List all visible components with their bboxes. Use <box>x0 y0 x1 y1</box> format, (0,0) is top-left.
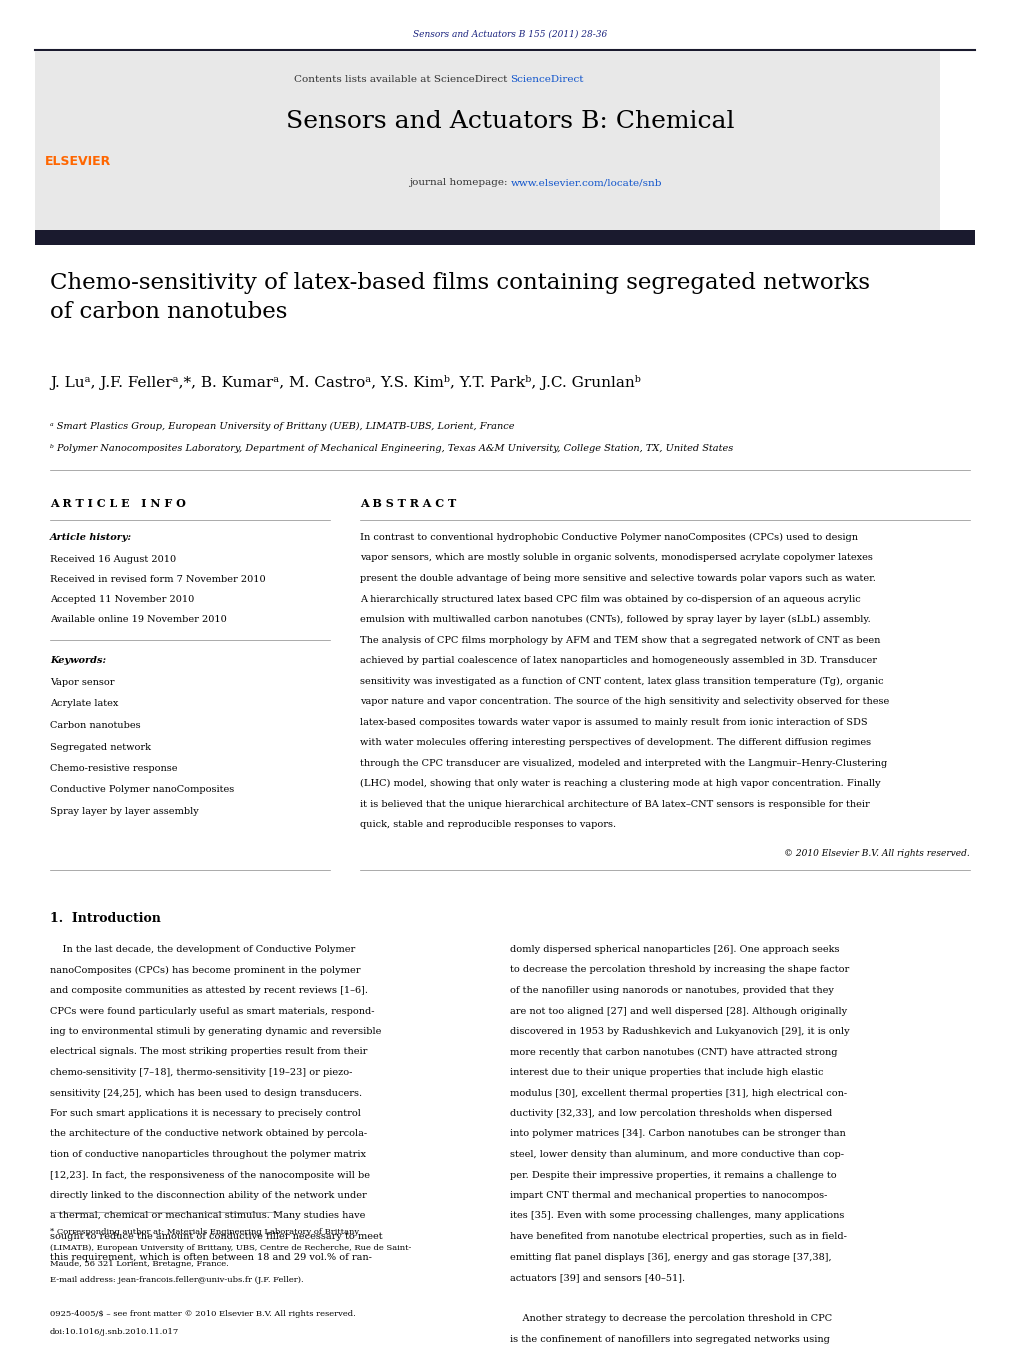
Text: ELSEVIER: ELSEVIER <box>45 155 111 168</box>
Text: ᵇ Polymer Nanocomposites Laboratory, Department of Mechanical Engineering, Texas: ᵇ Polymer Nanocomposites Laboratory, Dep… <box>50 444 733 453</box>
Text: Sensors and Actuators B 155 (2011) 28-36: Sensors and Actuators B 155 (2011) 28-36 <box>414 30 607 39</box>
Text: quick, stable and reproducible responses to vapors.: quick, stable and reproducible responses… <box>360 820 616 830</box>
Text: In the last decade, the development of Conductive Polymer: In the last decade, the development of C… <box>50 944 355 954</box>
Text: vapor sensors, which are mostly soluble in organic solvents, monodispersed acryl: vapor sensors, which are mostly soluble … <box>360 554 873 562</box>
Text: domly dispersed spherical nanoparticles [26]. One approach seeks: domly dispersed spherical nanoparticles … <box>510 944 839 954</box>
Text: [12,23]. In fact, the responsiveness of the nanocomposite will be: [12,23]. In fact, the responsiveness of … <box>50 1170 370 1179</box>
Text: electrical signals. The most striking properties result from their: electrical signals. The most striking pr… <box>50 1047 368 1056</box>
Text: and composite communities as attested by recent reviews [1–6].: and composite communities as attested by… <box>50 986 368 994</box>
Text: into polymer matrices [34]. Carbon nanotubes can be stronger than: into polymer matrices [34]. Carbon nanot… <box>510 1129 845 1139</box>
Text: a thermal, chemical or mechanical stimulus. Many studies have: a thermal, chemical or mechanical stimul… <box>50 1212 366 1220</box>
Text: www.elsevier.com/locate/snb: www.elsevier.com/locate/snb <box>510 178 662 186</box>
Text: have benefited from nanotube electrical properties, such as in field-: have benefited from nanotube electrical … <box>510 1232 846 1242</box>
Text: Keywords:: Keywords: <box>50 657 106 665</box>
Text: doi:10.1016/j.snb.2010.11.017: doi:10.1016/j.snb.2010.11.017 <box>50 1328 180 1336</box>
Text: vapor nature and vapor concentration. The source of the high sensitivity and sel: vapor nature and vapor concentration. Th… <box>360 697 889 707</box>
Text: In contrast to conventional hydrophobic Conductive Polymer nanoComposites (CPCs): In contrast to conventional hydrophobic … <box>360 534 858 542</box>
Text: through the CPC transducer are visualized, modeled and interpreted with the Lang: through the CPC transducer are visualize… <box>360 758 887 767</box>
Text: Accepted 11 November 2010: Accepted 11 November 2010 <box>50 594 194 604</box>
Text: ductivity [32,33], and low percolation thresholds when dispersed: ductivity [32,33], and low percolation t… <box>510 1109 832 1119</box>
Text: Available online 19 November 2010: Available online 19 November 2010 <box>50 615 227 624</box>
Text: A hierarchically structured latex based CPC film was obtained by co-dispersion o: A hierarchically structured latex based … <box>360 594 861 604</box>
Text: latex-based composites towards water vapor is assumed to mainly result from ioni: latex-based composites towards water vap… <box>360 717 868 727</box>
Text: Sensors and Actuators B: Chemical: Sensors and Actuators B: Chemical <box>286 109 735 132</box>
Text: J. Luᵃ, J.F. Fellerᵃ,*, B. Kumarᵃ, M. Castroᵃ, Y.S. Kimᵇ, Y.T. Parkᵇ, J.C. Grunl: J. Luᵃ, J.F. Fellerᵃ,*, B. Kumarᵃ, M. Ca… <box>50 376 641 390</box>
Text: Received in revised form 7 November 2010: Received in revised form 7 November 2010 <box>50 576 265 584</box>
Text: Chemo-sensitivity of latex-based films containing segregated networks
of carbon : Chemo-sensitivity of latex-based films c… <box>50 272 870 323</box>
Text: E-mail address: jean-francois.feller@univ-ubs.fr (J.F. Feller).: E-mail address: jean-francois.feller@uni… <box>50 1275 303 1283</box>
Text: journal homepage:: journal homepage: <box>408 178 510 186</box>
Text: emitting flat panel displays [36], energy and gas storage [37,38],: emitting flat panel displays [36], energ… <box>510 1252 832 1262</box>
Text: CPCs were found particularly useful as smart materials, respond-: CPCs were found particularly useful as s… <box>50 1006 375 1016</box>
Text: per. Despite their impressive properties, it remains a challenge to: per. Despite their impressive properties… <box>510 1170 836 1179</box>
Text: sought to reduce the amount of conductive filler necessary to meet: sought to reduce the amount of conductiv… <box>50 1232 383 1242</box>
Text: this requirement, which is often between 18 and 29 vol.% of ran-: this requirement, which is often between… <box>50 1252 372 1262</box>
Text: ites [35]. Even with some processing challenges, many applications: ites [35]. Even with some processing cha… <box>510 1212 844 1220</box>
Text: * Corresponding author at: Materials Engineering Laboratory of Brittany: * Corresponding author at: Materials Eng… <box>50 1228 359 1236</box>
Text: sensitivity was investigated as a function of CNT content, latex glass transitio: sensitivity was investigated as a functi… <box>360 677 883 685</box>
Text: Carbon nanotubes: Carbon nanotubes <box>50 721 141 730</box>
Text: to decrease the percolation threshold by increasing the shape factor: to decrease the percolation threshold by… <box>510 966 849 974</box>
Text: of the nanofiller using nanorods or nanotubes, provided that they: of the nanofiller using nanorods or nano… <box>510 986 834 994</box>
Text: A B S T R A C T: A B S T R A C T <box>360 499 456 509</box>
Text: emulsion with multiwalled carbon nanotubes (CNTs), followed by spray layer by la: emulsion with multiwalled carbon nanotub… <box>360 615 871 624</box>
Text: The analysis of CPC films morphology by AFM and TEM show that a segregated netwo: The analysis of CPC films morphology by … <box>360 635 880 644</box>
Text: Segregated network: Segregated network <box>50 743 151 751</box>
Text: Chemo-resistive response: Chemo-resistive response <box>50 765 178 773</box>
Text: discovered in 1953 by Radushkevich and Lukyanovich [29], it is only: discovered in 1953 by Radushkevich and L… <box>510 1027 849 1036</box>
Text: with water molecules offering interesting perspectives of development. The diffe: with water molecules offering interestin… <box>360 738 871 747</box>
Text: (LIMATB), European University of Brittany, UBS, Centre de Recherche, Rue de Sain: (LIMATB), European University of Brittan… <box>50 1244 411 1252</box>
Text: (LHC) model, showing that only water is reaching a clustering mode at high vapor: (LHC) model, showing that only water is … <box>360 780 881 788</box>
Text: Conductive Polymer nanoComposites: Conductive Polymer nanoComposites <box>50 785 234 794</box>
Text: For such smart applications it is necessary to precisely control: For such smart applications it is necess… <box>50 1109 360 1119</box>
Text: ing to environmental stimuli by generating dynamic and reversible: ing to environmental stimuli by generati… <box>50 1027 382 1036</box>
Text: is the confinement of nanofillers into segregated networks using: is the confinement of nanofillers into s… <box>510 1335 830 1343</box>
Text: tion of conductive nanoparticles throughout the polymer matrix: tion of conductive nanoparticles through… <box>50 1150 366 1159</box>
Text: modulus [30], excellent thermal properties [31], high electrical con-: modulus [30], excellent thermal properti… <box>510 1089 847 1097</box>
Text: Vapor sensor: Vapor sensor <box>50 678 114 688</box>
Text: are not too aligned [27] and well dispersed [28]. Although originally: are not too aligned [27] and well disper… <box>510 1006 847 1016</box>
Text: 0925-4005/$ – see front matter © 2010 Elsevier B.V. All rights reserved.: 0925-4005/$ – see front matter © 2010 El… <box>50 1310 355 1319</box>
Text: ᵃ Smart Plastics Group, European University of Brittany (UEB), LIMATB-UBS, Lorie: ᵃ Smart Plastics Group, European Univers… <box>50 422 515 431</box>
Text: A R T I C L E   I N F O: A R T I C L E I N F O <box>50 499 186 509</box>
Text: ScienceDirect: ScienceDirect <box>510 76 584 84</box>
Text: achieved by partial coalescence of latex nanoparticles and homogeneously assembl: achieved by partial coalescence of latex… <box>360 657 877 665</box>
Text: 1.  Introduction: 1. Introduction <box>50 912 161 925</box>
Text: steel, lower density than aluminum, and more conductive than cop-: steel, lower density than aluminum, and … <box>510 1150 844 1159</box>
Text: impart CNT thermal and mechanical properties to nanocompos-: impart CNT thermal and mechanical proper… <box>510 1192 827 1200</box>
Text: interest due to their unique properties that include high elastic: interest due to their unique properties … <box>510 1069 824 1077</box>
Text: Another strategy to decrease the percolation threshold in CPC: Another strategy to decrease the percola… <box>510 1315 832 1323</box>
Text: the architecture of the conductive network obtained by percola-: the architecture of the conductive netwo… <box>50 1129 368 1139</box>
Text: Received 16 August 2010: Received 16 August 2010 <box>50 555 177 563</box>
Text: Article history:: Article history: <box>50 534 132 542</box>
Text: Spray layer by layer assembly: Spray layer by layer assembly <box>50 807 199 816</box>
Text: Acrylate latex: Acrylate latex <box>50 700 118 708</box>
Text: it is believed that the unique hierarchical architecture of BA latex–CNT sensors: it is believed that the unique hierarchi… <box>360 800 870 808</box>
Text: more recently that carbon nanotubes (CNT) have attracted strong: more recently that carbon nanotubes (CNT… <box>510 1047 837 1056</box>
Text: actuators [39] and sensors [40–51].: actuators [39] and sensors [40–51]. <box>510 1273 685 1282</box>
Text: sensitivity [24,25], which has been used to design transducers.: sensitivity [24,25], which has been used… <box>50 1089 362 1097</box>
Text: directly linked to the disconnection ability of the network under: directly linked to the disconnection abi… <box>50 1192 367 1200</box>
Text: Maude, 56 321 Lorient, Bretagne, France.: Maude, 56 321 Lorient, Bretagne, France. <box>50 1260 229 1269</box>
Text: present the double advantage of being more sensitive and selective towards polar: present the double advantage of being mo… <box>360 574 876 584</box>
Text: chemo-sensitivity [7–18], thermo-sensitivity [19–23] or piezo-: chemo-sensitivity [7–18], thermo-sensiti… <box>50 1069 352 1077</box>
Text: © 2010 Elsevier B.V. All rights reserved.: © 2010 Elsevier B.V. All rights reserved… <box>784 848 970 858</box>
Text: nanoComposites (CPCs) has become prominent in the polymer: nanoComposites (CPCs) has become promine… <box>50 966 360 974</box>
Text: Contents lists available at ScienceDirect: Contents lists available at ScienceDirec… <box>294 76 510 84</box>
